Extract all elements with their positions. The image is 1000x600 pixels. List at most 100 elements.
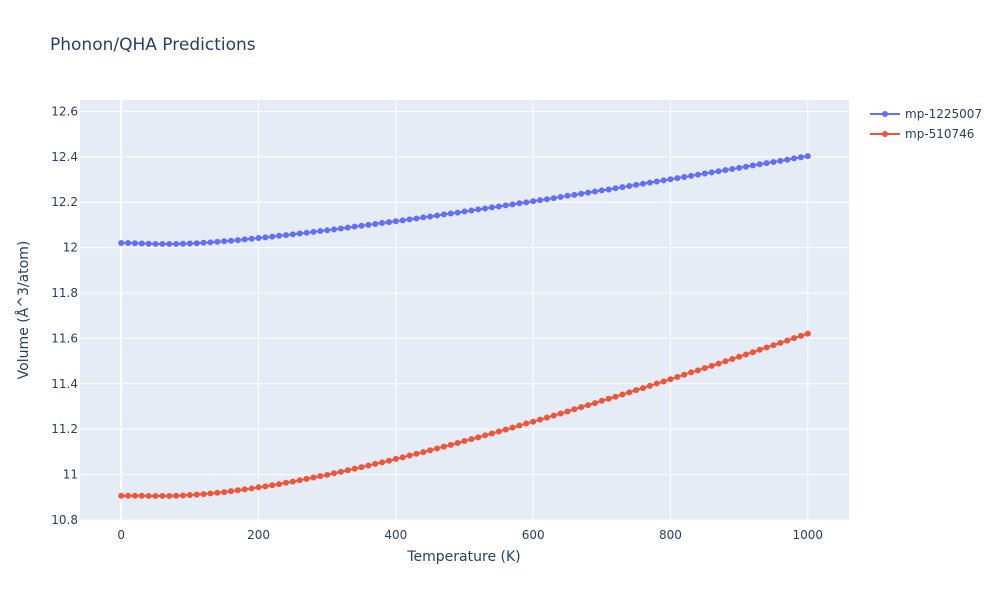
data-point[interactable] <box>736 164 743 171</box>
data-point[interactable] <box>688 172 695 179</box>
data-point[interactable] <box>317 473 324 480</box>
data-point[interactable] <box>179 492 186 499</box>
data-point[interactable] <box>605 395 612 402</box>
data-point[interactable] <box>784 337 791 344</box>
data-point[interactable] <box>413 215 420 222</box>
data-point[interactable] <box>681 371 688 378</box>
data-point[interactable] <box>131 240 138 247</box>
data-point[interactable] <box>337 225 344 232</box>
data-point[interactable] <box>694 171 701 178</box>
data-point[interactable] <box>228 237 235 244</box>
data-point[interactable] <box>282 479 289 486</box>
data-point[interactable] <box>214 489 221 496</box>
data-point[interactable] <box>598 397 605 404</box>
data-point[interactable] <box>166 492 173 499</box>
data-point[interactable] <box>715 360 722 367</box>
data-point[interactable] <box>537 416 544 423</box>
data-point[interactable] <box>255 484 262 491</box>
data-point[interactable] <box>646 179 653 186</box>
data-point[interactable] <box>468 207 475 214</box>
data-point[interactable] <box>289 478 296 485</box>
data-point[interactable] <box>358 222 365 229</box>
data-point[interactable] <box>296 230 303 237</box>
data-point[interactable] <box>591 400 598 407</box>
data-point[interactable] <box>646 382 653 389</box>
data-point[interactable] <box>557 410 564 417</box>
data-point[interactable] <box>413 450 420 457</box>
data-point[interactable] <box>173 492 180 499</box>
data-point[interactable] <box>502 202 509 209</box>
data-point[interactable] <box>131 492 138 499</box>
data-point[interactable] <box>434 212 441 219</box>
data-point[interactable] <box>310 228 317 235</box>
data-point[interactable] <box>440 443 447 450</box>
data-point[interactable] <box>241 486 248 493</box>
data-point[interactable] <box>557 193 564 200</box>
data-point[interactable] <box>262 483 269 490</box>
data-point[interactable] <box>516 422 523 429</box>
data-point[interactable] <box>791 335 798 342</box>
data-point[interactable] <box>351 223 358 230</box>
data-point[interactable] <box>605 186 612 193</box>
data-point[interactable] <box>770 342 777 349</box>
data-point[interactable] <box>585 189 592 196</box>
data-point[interactable] <box>145 492 152 499</box>
data-point[interactable] <box>743 163 750 170</box>
data-point[interactable] <box>763 160 770 167</box>
data-point[interactable] <box>523 199 530 206</box>
data-point[interactable] <box>578 404 585 411</box>
data-point[interactable] <box>186 240 193 247</box>
data-point[interactable] <box>365 462 372 469</box>
data-point[interactable] <box>756 346 763 353</box>
data-point[interactable] <box>653 380 660 387</box>
data-point[interactable] <box>138 492 145 499</box>
data-point[interactable] <box>179 240 186 247</box>
data-point[interactable] <box>729 166 736 173</box>
data-point[interactable] <box>674 373 681 380</box>
data-point[interactable] <box>447 441 454 448</box>
data-point[interactable] <box>427 447 434 454</box>
data-point[interactable] <box>495 203 502 210</box>
data-point[interactable] <box>804 153 811 160</box>
data-point[interactable] <box>543 414 550 421</box>
data-point[interactable] <box>461 437 468 444</box>
data-point[interactable] <box>633 387 640 394</box>
data-point[interactable] <box>564 408 571 415</box>
data-point[interactable] <box>392 455 399 462</box>
data-point[interactable] <box>708 169 715 176</box>
data-point[interactable] <box>454 440 461 447</box>
data-point[interactable] <box>578 190 585 197</box>
data-point[interactable] <box>372 220 379 227</box>
data-point[interactable] <box>509 201 516 208</box>
data-point[interactable] <box>804 330 811 337</box>
data-point[interactable] <box>523 420 530 427</box>
data-point[interactable] <box>749 349 756 356</box>
data-point[interactable] <box>372 460 379 467</box>
data-point[interactable] <box>200 239 207 246</box>
data-point[interactable] <box>502 426 509 433</box>
data-point[interactable] <box>743 351 750 358</box>
data-point[interactable] <box>358 464 365 471</box>
data-point[interactable] <box>193 240 200 247</box>
data-point[interactable] <box>303 475 310 482</box>
data-point[interactable] <box>784 156 791 163</box>
data-point[interactable] <box>509 424 516 431</box>
data-point[interactable] <box>379 220 386 227</box>
data-point[interactable] <box>276 232 283 239</box>
data-point[interactable] <box>186 492 193 499</box>
data-point[interactable] <box>159 492 166 499</box>
data-point[interactable] <box>221 238 228 245</box>
data-point[interactable] <box>344 467 351 474</box>
data-point[interactable] <box>688 369 695 376</box>
data-point[interactable] <box>152 240 159 247</box>
data-point[interactable] <box>173 240 180 247</box>
data-point[interactable] <box>406 452 413 459</box>
data-point[interactable] <box>626 183 633 190</box>
data-point[interactable] <box>516 200 523 207</box>
data-point[interactable] <box>749 162 756 169</box>
data-point[interactable] <box>317 227 324 234</box>
data-point[interactable] <box>495 428 502 435</box>
data-point[interactable] <box>125 240 132 247</box>
data-point[interactable] <box>701 170 708 177</box>
data-point[interactable] <box>296 477 303 484</box>
